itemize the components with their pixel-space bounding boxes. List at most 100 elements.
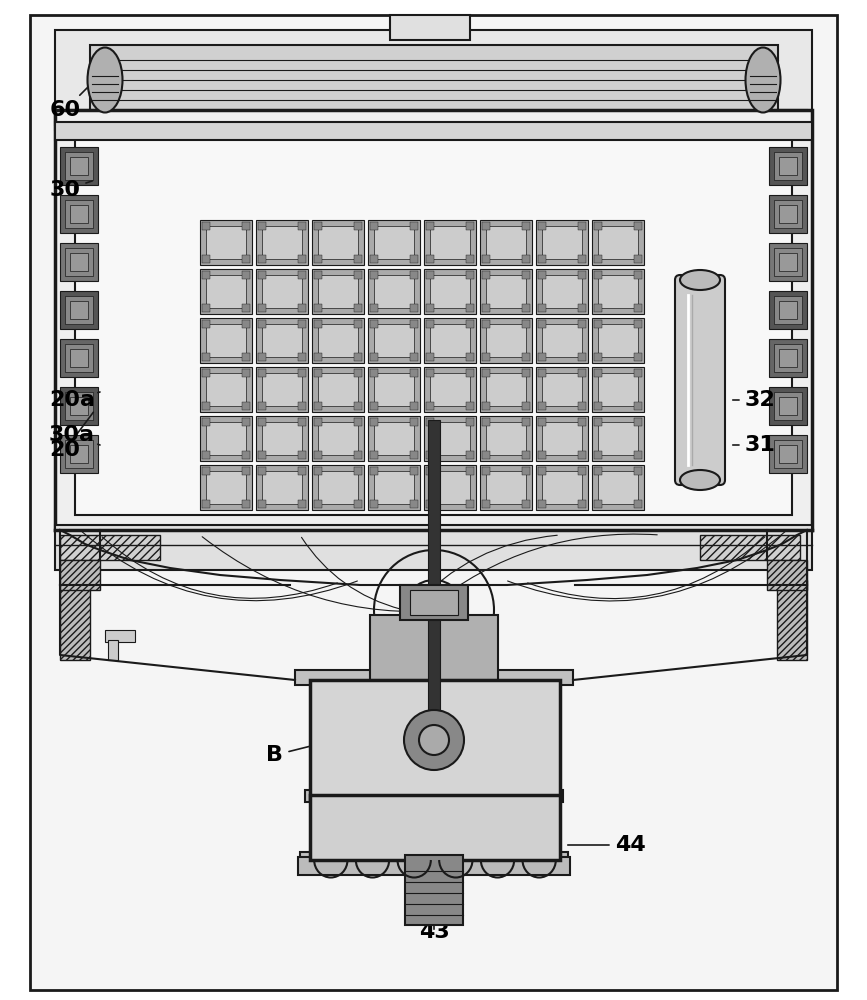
Bar (318, 471, 358, 504)
Bar (60, 195, 98, 233)
Bar (410, 304, 418, 312)
Bar (370, 418, 378, 426)
Bar (594, 418, 602, 426)
Bar (314, 222, 322, 230)
Bar (598, 471, 638, 504)
Bar (60, 435, 98, 473)
Bar (370, 402, 378, 410)
Bar (486, 373, 526, 406)
Bar (202, 304, 210, 312)
Bar (295, 670, 573, 685)
Bar (410, 500, 418, 508)
Bar (774, 200, 802, 228)
Bar (578, 222, 586, 230)
Bar (480, 269, 532, 314)
Bar (258, 451, 266, 459)
Bar (370, 451, 378, 459)
Bar (598, 324, 638, 357)
Bar (60, 243, 98, 281)
Bar (200, 220, 252, 265)
Bar (242, 255, 250, 263)
Circle shape (404, 710, 464, 770)
Bar (314, 500, 322, 508)
Bar (779, 445, 797, 463)
Bar (634, 353, 642, 361)
Bar (258, 500, 266, 508)
Bar (522, 271, 530, 279)
Bar (262, 324, 302, 357)
Bar (325, 695, 545, 785)
Bar (370, 353, 378, 361)
Text: 43: 43 (419, 922, 449, 942)
Bar (70, 253, 88, 271)
Bar (634, 304, 642, 312)
Bar (258, 467, 266, 475)
Bar (486, 324, 526, 357)
Bar (325, 805, 545, 850)
Bar (466, 271, 474, 279)
Bar (354, 222, 362, 230)
Bar (522, 320, 530, 328)
Bar (426, 353, 434, 361)
Bar (202, 271, 210, 279)
Bar (466, 353, 474, 361)
Bar (258, 353, 266, 361)
Bar (65, 200, 93, 228)
Bar (242, 500, 250, 508)
Bar (594, 402, 602, 410)
Bar (55, 110, 100, 125)
Bar (206, 226, 246, 259)
Bar (578, 451, 586, 459)
Bar (318, 226, 358, 259)
Bar (578, 304, 586, 312)
Text: 32: 32 (733, 390, 775, 410)
Bar (592, 416, 644, 461)
Bar (90, 45, 778, 115)
Bar (542, 373, 582, 406)
Bar (594, 369, 602, 377)
Bar (202, 451, 210, 459)
Bar (424, 318, 476, 363)
Bar (370, 369, 378, 377)
Bar (598, 275, 638, 308)
Bar (206, 471, 246, 504)
Bar (105, 630, 135, 642)
Bar (60, 339, 98, 377)
Bar (258, 320, 266, 328)
Bar (486, 422, 526, 455)
Bar (368, 269, 420, 314)
Bar (70, 397, 88, 415)
Bar (258, 255, 266, 263)
Bar (354, 402, 362, 410)
Bar (75, 125, 792, 515)
Bar (426, 222, 434, 230)
Bar (522, 418, 530, 426)
Bar (65, 152, 93, 180)
Bar (262, 226, 302, 259)
Bar (578, 402, 586, 410)
Bar (60, 535, 160, 560)
Bar (374, 422, 414, 455)
Bar (70, 445, 88, 463)
Bar (774, 392, 802, 420)
Bar (256, 367, 308, 412)
Bar (428, 420, 440, 720)
Bar (242, 304, 250, 312)
Bar (318, 275, 358, 308)
Bar (400, 585, 468, 620)
Text: 20: 20 (49, 412, 94, 460)
Bar (440, 622, 490, 672)
Bar (426, 402, 434, 410)
Bar (55, 525, 812, 570)
Bar (312, 367, 364, 412)
Bar (480, 220, 532, 265)
Text: 30a: 30a (49, 425, 100, 445)
Bar (65, 392, 93, 420)
Bar (522, 353, 530, 361)
Bar (634, 467, 642, 475)
Bar (374, 226, 414, 259)
Bar (592, 269, 644, 314)
Bar (594, 255, 602, 263)
Bar (480, 465, 532, 510)
Bar (426, 271, 434, 279)
